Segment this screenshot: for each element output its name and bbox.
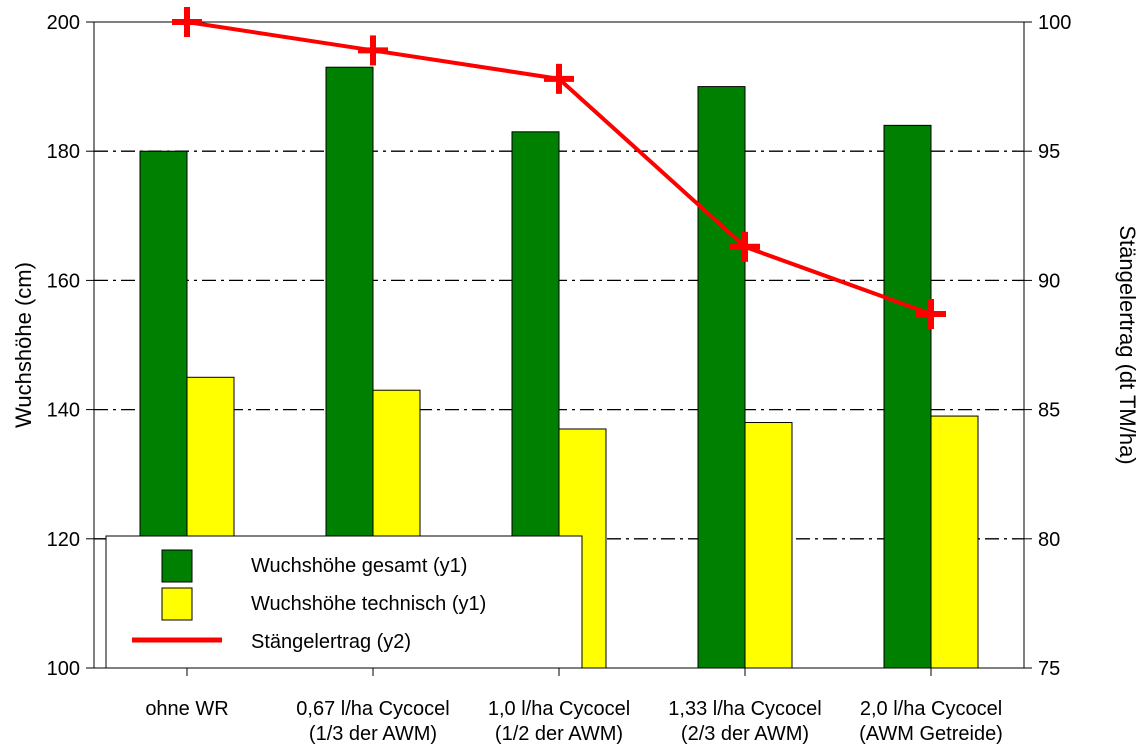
y2-axis-label: Stängelertrag (dt TM/ha) bbox=[1115, 225, 1140, 464]
legend-label: Wuchshöhe technisch (y1) bbox=[251, 593, 486, 615]
bar-technisch bbox=[930, 415, 979, 669]
legend-swatch bbox=[161, 587, 193, 621]
x-tick-label: 0,67 l/ha Cycocel (1/3 der AWM) bbox=[296, 698, 449, 745]
x-tick-label: 1,0 l/ha Cycocel (1/2 der AWM) bbox=[488, 698, 630, 745]
y2-tick-label: 95 bbox=[1038, 141, 1060, 163]
bar-gesamt bbox=[697, 86, 746, 669]
y1-tick-label: 180 bbox=[47, 141, 80, 163]
line-point-marker bbox=[730, 231, 760, 262]
y2-tick-label: 75 bbox=[1038, 658, 1060, 680]
y1-tick-label: 200 bbox=[47, 12, 80, 34]
y2-tick-label: 85 bbox=[1038, 400, 1060, 422]
y1-axis-label: Wuchshöhe (cm) bbox=[11, 262, 36, 428]
line-point-marker bbox=[916, 298, 946, 329]
line-point-marker bbox=[358, 35, 388, 66]
y1-tick-label: 120 bbox=[47, 529, 80, 551]
bar-gesamt bbox=[883, 124, 932, 669]
y2-axis: 75 80 85 90 95 100 bbox=[1024, 12, 1071, 680]
y2-tick-label: 100 bbox=[1038, 12, 1071, 34]
bar-technisch bbox=[744, 422, 793, 669]
y2-tick-label: 80 bbox=[1038, 529, 1060, 551]
legend-swatch bbox=[161, 549, 193, 583]
y2-tick-label: 90 bbox=[1038, 270, 1060, 292]
legend: Wuchshöhe gesamt (y1) Wuchshöhe technisch… bbox=[105, 535, 583, 669]
legend-label: Stängelertrag (y2) bbox=[251, 631, 411, 653]
x-axis: ohne WR 0,67 l/ha Cycocel (1/3 der AWM) 1,0… bbox=[145, 668, 1003, 745]
line-series bbox=[172, 7, 946, 329]
x-tick-label: 2,0 l/ha Cycocel (AWM Getreide) bbox=[859, 698, 1003, 745]
line-point-marker bbox=[544, 63, 574, 94]
legend-label: Wuchshöhe gesamt (y1) bbox=[251, 555, 467, 577]
y1-tick-label: 160 bbox=[47, 270, 80, 292]
y1-tick-label: 100 bbox=[47, 658, 80, 680]
y1-axis: 100 120 140 160 180 200 bbox=[47, 12, 94, 680]
y1-tick-label: 140 bbox=[47, 400, 80, 422]
x-tick-label: 1,33 l/ha Cycocel (2/3 der AWM) bbox=[668, 698, 821, 745]
line-point-marker bbox=[172, 7, 202, 37]
x-tick-label: ohne WR bbox=[145, 698, 228, 720]
